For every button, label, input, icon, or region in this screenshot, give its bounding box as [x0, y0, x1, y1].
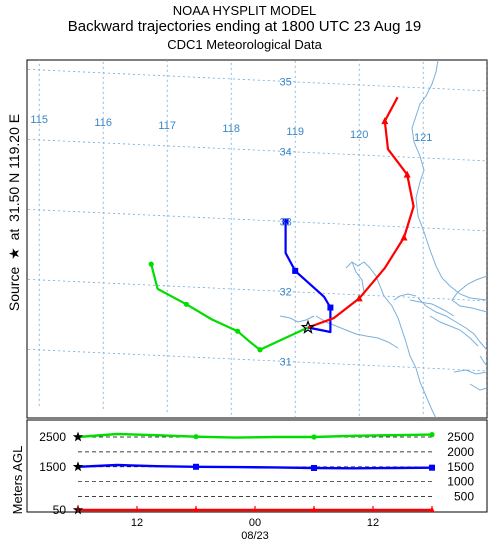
longitude-label: 117 — [158, 120, 176, 132]
height-marker — [311, 434, 317, 440]
longitude-label: 119 — [286, 126, 304, 138]
trajectory-line — [307, 96, 415, 329]
height-marker — [193, 463, 199, 470]
start-height-label: 2500 — [39, 430, 66, 444]
trajectory-marker — [183, 301, 189, 307]
date-label: 08/23 — [241, 530, 269, 542]
longitude-label: 121 — [414, 132, 432, 144]
meteorological-data-title: CDC1 Meteorological Data — [167, 37, 322, 52]
start-star-icon — [72, 461, 84, 472]
right-height-label: 2500 — [447, 430, 474, 444]
time-axis: 12 00 12 08/23 — [77, 506, 433, 542]
start-height-label: 1500 — [39, 460, 66, 474]
trajectory-marker — [282, 218, 289, 225]
height-line — [77, 432, 433, 439]
start-height-label: 50 — [53, 503, 67, 517]
trajectory-marker — [148, 261, 154, 267]
right-height-label: 1500 — [447, 460, 474, 474]
trajectory-marker — [327, 304, 334, 311]
coastline-segment — [469, 383, 487, 391]
yangtze-river — [345, 261, 437, 418]
parallel-line — [27, 208, 487, 232]
latitude-label: 35 — [279, 76, 291, 88]
right-height-label: 500 — [454, 490, 474, 504]
parallel-line — [27, 278, 487, 302]
coastline-segment — [411, 60, 487, 301]
coastline-segment — [409, 299, 455, 317]
map-panel: 115 116 117 118 119 120 121 31 32 33 34 35 — [0, 0, 489, 419]
start-height-labels: 2500 1500 50 — [39, 430, 66, 517]
coastline — [279, 60, 487, 418]
height-line — [77, 463, 433, 470]
coastline-segment — [417, 297, 487, 351]
coastline-segment — [451, 275, 487, 313]
trajectory-title: Backward trajectories ending at 1800 UTC… — [67, 18, 422, 35]
longitude-label: 116 — [94, 117, 112, 129]
right-height-label: 2000 — [447, 445, 474, 459]
start-star-icon — [72, 431, 84, 442]
height-marker — [311, 464, 317, 471]
parallel-line — [27, 348, 487, 372]
longitude-labels: 115 116 117 118 119 120 121 — [30, 114, 432, 144]
latitude-label: 31 — [279, 356, 291, 368]
trajectory-line — [284, 221, 332, 334]
trajectory-marker — [381, 117, 389, 125]
trajectory-marker — [403, 170, 411, 178]
parallel-line — [27, 68, 487, 92]
latitude-label: 33 — [279, 216, 291, 228]
parallel-line — [0, 0, 489, 25]
latitude-label: 34 — [279, 146, 291, 158]
coastline-segment — [453, 369, 487, 375]
map-frame — [26, 59, 488, 419]
height-marker — [429, 432, 435, 438]
river-branch — [351, 261, 365, 293]
trajectory-marker — [257, 347, 263, 353]
trajectory-marker — [355, 294, 363, 302]
latitude-label: 32 — [279, 286, 291, 298]
time-tick-label: 00 — [249, 517, 261, 529]
trajectory-marker — [292, 267, 299, 274]
time-tick-label: 12 — [131, 517, 143, 529]
time-tick-label: 12 — [367, 517, 379, 529]
trajectories — [148, 96, 415, 353]
right-height-label: 1000 — [447, 475, 474, 489]
parallel-line — [27, 138, 487, 162]
longitude-label: 120 — [350, 129, 368, 141]
trajectory-marker — [400, 233, 408, 241]
height-marker — [193, 434, 199, 440]
source-star-icon — [300, 319, 316, 334]
longitude-label: 115 — [30, 114, 48, 126]
coastline-segment — [479, 355, 487, 367]
trajectory-marker — [235, 328, 241, 334]
longitude-label: 118 — [222, 123, 240, 135]
coastline-segment — [429, 315, 479, 347]
river-branch — [279, 315, 315, 323]
height-marker — [429, 464, 435, 471]
lat-lon-grid — [0, 0, 489, 418]
river-branch — [393, 293, 417, 301]
latitude-labels: 31 32 33 34 35 — [279, 76, 291, 368]
model-title: NOAA HYSPLIT MODEL — [172, 3, 317, 18]
